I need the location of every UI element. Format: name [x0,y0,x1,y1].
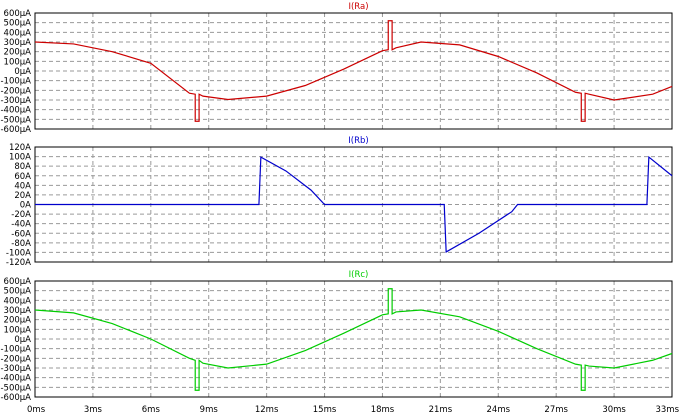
x-tick-label: 21ms [429,405,453,415]
x-tick-label: 24ms [487,405,511,415]
panel-frame [34,280,673,398]
y-tick-label: 0µA [14,335,31,345]
x-tick-label: 18ms [371,405,395,415]
y-tick-label: 300µA [4,306,32,316]
y-tick-label: -400µA [0,374,31,384]
x-tick-label: 6ms [142,405,161,415]
y-tick-label: -20A [11,210,31,220]
y-tick-label: 80A [14,162,31,172]
y-tick-label: -200µA [0,86,31,96]
y-tick-label: 500µA [4,287,32,297]
series-line [34,20,673,122]
series-line [34,288,673,391]
x-tick-label: 9ms [200,405,219,415]
y-tick-label: -400µA [0,106,31,116]
x-tick-label: 0ms [27,405,46,415]
y-tick-label: 300µA [4,38,32,48]
y-tick-label: 40A [14,181,31,191]
series-line [35,155,673,253]
x-tick-label: 30ms [602,405,626,415]
y-tick-label: 100A [9,153,31,163]
y-tick-label: 100µA [4,325,32,335]
y-tick-label: -100µA [0,345,31,355]
y-tick-label: -80A [11,239,31,249]
x-tick-label: 33ms [655,405,679,415]
y-tick-label: 600µA [4,9,32,19]
y-tick-label: -600µA [0,393,31,403]
x-tick-label: 3ms [84,405,103,415]
y-tick-label: -40A [11,220,31,230]
y-tick-label: 0A [20,201,31,211]
panel-title: I(Rb) [348,136,368,146]
y-tick-label: 100µA [4,57,32,67]
x-tick-label: 27ms [544,405,568,415]
y-tick-label: -500µA [0,383,31,393]
y-tick-label: 400µA [4,296,32,306]
y-tick-label: 400µA [4,28,32,38]
y-tick-label: 120A [9,143,31,153]
x-tick-label: 12ms [255,405,279,415]
y-tick-label: -60A [11,229,31,239]
y-tick-label: 20A [14,191,31,201]
y-tick-label: -600µA [0,125,31,135]
y-tick-label: -300µA [0,364,31,374]
x-tick-label: 15ms [313,405,337,415]
y-tick-label: -500µA [0,115,31,125]
y-tick-label: -100µA [0,77,31,87]
y-tick-label: -120A [6,258,31,268]
y-tick-label: 200µA [4,316,32,326]
y-tick-label: -200µA [0,354,31,364]
panel-title: I(Ra) [348,2,368,12]
y-tick-label: 0µA [14,67,31,77]
y-tick-label: -100A [6,248,31,258]
panel-frame [34,12,673,130]
y-tick-label: 500µA [4,19,32,29]
y-tick-label: -300µA [0,96,31,106]
y-tick-label: 200µA [4,48,32,58]
panel-title: I(Rc) [349,270,369,280]
y-tick-label: 60A [14,172,31,182]
y-tick-label: 600µA [4,277,32,287]
